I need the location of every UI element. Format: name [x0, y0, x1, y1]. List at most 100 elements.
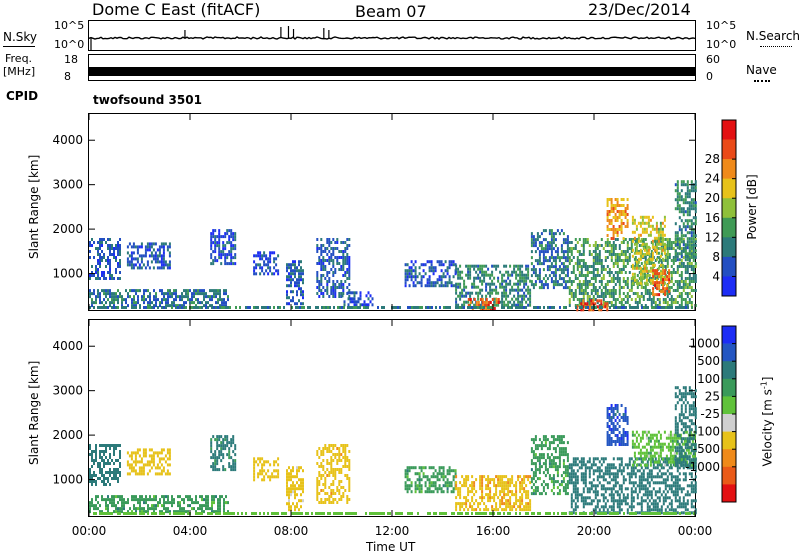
- echo-cell: [224, 438, 227, 442]
- echo-cell: [469, 273, 472, 277]
- echo-cell: [670, 277, 673, 280]
- echo-cell: [574, 277, 577, 280]
- echo-cell: [590, 289, 593, 292]
- echo-cell: [267, 272, 270, 276]
- echo-cell: [666, 244, 669, 247]
- echo-cell: [678, 262, 681, 265]
- echo-cell: [616, 475, 619, 479]
- echo-cell: [163, 292, 165, 296]
- echo-cell: [346, 501, 349, 504]
- echo-cell: [622, 286, 625, 289]
- echo-cell: [680, 234, 683, 238]
- echo-cell: [155, 498, 157, 502]
- echo-cell: [113, 292, 115, 296]
- echo-cell: [479, 264, 482, 268]
- echo-cell: [495, 291, 498, 295]
- echo-cell: [552, 271, 555, 275]
- echo-cell: [357, 300, 360, 304]
- echo-cell: [127, 501, 129, 505]
- echo-cell: [463, 300, 466, 304]
- echo-cell: [538, 444, 541, 448]
- echo-cell: [298, 260, 300, 264]
- echo-cell: [173, 304, 175, 308]
- echo-cell: [322, 244, 325, 247]
- echo-cell: [505, 303, 508, 307]
- echo-cell: [564, 265, 567, 269]
- echo-cell: [606, 265, 609, 268]
- echo-cell: [440, 269, 443, 273]
- echo-cell: [620, 219, 623, 222]
- echo-cell: [336, 262, 339, 265]
- echo-cell: [438, 284, 441, 288]
- echo-cell: [505, 291, 508, 295]
- echo-cell: [572, 265, 575, 268]
- echo-cell: [179, 510, 181, 514]
- echo-cell: [273, 260, 276, 264]
- echo-cell: [117, 244, 119, 247]
- echo-cell: [618, 283, 621, 286]
- echo-cell: [546, 259, 549, 263]
- echo-cell: [538, 456, 541, 460]
- echo-cell: [302, 481, 304, 485]
- echo-cell: [642, 238, 645, 241]
- echo-cell: [538, 453, 541, 457]
- echo-cell: [290, 284, 292, 288]
- echo-cell: [530, 438, 533, 442]
- echo-cell: [554, 259, 557, 263]
- echo-cell: [633, 218, 636, 222]
- echo-cell: [177, 295, 179, 299]
- echo-cell: [596, 271, 599, 274]
- echo-cell: [318, 456, 321, 459]
- echo-cell: [550, 435, 553, 439]
- echo-cell: [286, 302, 288, 306]
- echo-cell: [598, 256, 601, 259]
- echo-cell: [109, 262, 111, 265]
- echo-cell: [650, 304, 653, 307]
- echo-cell: [297, 306, 299, 309]
- echo-cell: [544, 444, 547, 448]
- echo-cell: [418, 466, 421, 470]
- echo-cell: [263, 469, 266, 473]
- echo-cell: [332, 447, 335, 450]
- echo-cell: [616, 502, 619, 506]
- echo-cell: [234, 238, 237, 242]
- echo-cell: [127, 295, 129, 299]
- echo-cell: [688, 274, 691, 277]
- echo-cell: [134, 454, 137, 458]
- echo-cell: [640, 244, 643, 247]
- echo-cell: [582, 481, 585, 485]
- echo-cell: [113, 498, 115, 502]
- echo-cell: [584, 472, 587, 476]
- echo-cell: [639, 272, 642, 276]
- echo-cell: [163, 498, 165, 502]
- echo-cell: [221, 304, 223, 308]
- echo-cell: [485, 493, 488, 497]
- echo-cell: [616, 259, 619, 262]
- echo-cell: [156, 266, 159, 270]
- echo-cell: [166, 463, 169, 467]
- echo-cell: [167, 289, 169, 293]
- echo-cell: [450, 490, 453, 494]
- echo-cell: [332, 250, 335, 253]
- echo-cell: [612, 280, 615, 283]
- echo-cell: [138, 466, 141, 470]
- echo-cell: [336, 468, 339, 471]
- echo-cell: [668, 298, 671, 301]
- echo-cell: [682, 298, 685, 301]
- echo-cell: [201, 301, 203, 305]
- echo-cell: [267, 257, 270, 261]
- echo-cell: [197, 289, 199, 293]
- echo-cell: [586, 271, 589, 274]
- echo-cell: [592, 302, 595, 306]
- echo-cell: [485, 301, 488, 304]
- echo-cell: [612, 262, 615, 265]
- echo-cell: [134, 245, 137, 249]
- echo-cell: [199, 301, 201, 305]
- echo-cell: [105, 450, 107, 453]
- echo-cell: [205, 504, 207, 508]
- echo-cell: [288, 478, 290, 482]
- echo-cell: [166, 469, 169, 473]
- echo-cell: [107, 247, 109, 250]
- echo-cell: [342, 495, 345, 498]
- echo-cell: [624, 216, 627, 219]
